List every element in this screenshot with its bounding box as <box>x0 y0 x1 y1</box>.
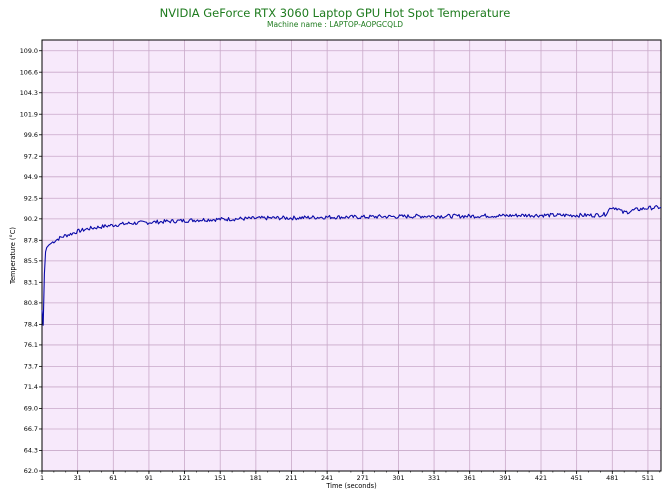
y-tick-label: 109.0 <box>20 47 38 55</box>
y-tick-label: 71.4 <box>24 383 38 391</box>
plot-area <box>42 40 661 471</box>
x-tick-label: 91 <box>145 474 153 482</box>
y-tick-label: 66.7 <box>24 425 38 433</box>
y-tick-label: 104.3 <box>20 89 38 97</box>
y-tick-label: 94.9 <box>24 173 38 181</box>
y-axis-ticks: 62.0 64.3 66.7 69.0 71.4 73.7 76.1 78.4 80.8 83.1… <box>20 47 42 475</box>
series-group <box>41 205 662 326</box>
x-tick-label: 301 <box>392 474 404 482</box>
x-axis-ticks: 1 31 61 91 121 151 181 211 241 271 301 331 361 391 421… <box>40 471 661 482</box>
plot-border <box>41 39 662 472</box>
series-line <box>41 205 662 326</box>
chart-subtitle: Machine name : LAPTOP-AOPGCQLD <box>266 20 404 29</box>
x-tick-label: 61 <box>109 474 117 482</box>
y-tick-label: 62.0 <box>24 467 38 475</box>
y-tick-label: 106.6 <box>20 68 38 76</box>
y-tick-label: 80.8 <box>24 299 38 307</box>
x-tick-label: 481 <box>606 474 618 482</box>
x-tick-label: 391 <box>499 474 511 482</box>
x-axis-label: Time (seconds) <box>325 482 376 490</box>
y-tick-label: 76.1 <box>24 341 38 349</box>
x-tick-label: 1 <box>40 474 44 482</box>
x-tick-label: 31 <box>74 474 82 482</box>
y-tick-label: 78.4 <box>24 321 38 329</box>
y-tick-label: 90.2 <box>24 215 38 223</box>
x-tick-label: 361 <box>464 474 476 482</box>
x-tick-label: 211 <box>285 474 297 482</box>
x-tick-label: 181 <box>250 474 262 482</box>
y-tick-label: 73.7 <box>24 363 38 371</box>
y-tick-label: 69.0 <box>24 405 38 413</box>
y-tick-label: 83.1 <box>24 279 38 287</box>
x-tick-label: 121 <box>178 474 190 482</box>
axes <box>41 39 662 472</box>
x-tick-label: 451 <box>571 474 583 482</box>
x-tick-label: 151 <box>214 474 226 482</box>
x-tick-label: 241 <box>321 474 333 482</box>
y-tick-label: 92.5 <box>24 194 38 202</box>
x-tick-label: 271 <box>357 474 369 482</box>
y-tick-label: 85.5 <box>24 257 38 265</box>
y-tick-label: 64.3 <box>24 447 38 455</box>
x-tick-label: 331 <box>428 474 440 482</box>
y-axis-label: Temperature (°C) <box>9 227 17 285</box>
x-tick-label: 511 <box>642 474 654 482</box>
x-tick-label: 421 <box>535 474 547 482</box>
y-tick-label: 87.8 <box>24 236 38 244</box>
y-tick-label: 101.9 <box>20 110 38 118</box>
grid-lines <box>41 40 661 472</box>
chart-title: NVIDIA GeForce RTX 3060 Laptop GPU Hot S… <box>159 6 511 20</box>
y-tick-label: 97.2 <box>24 152 38 160</box>
y-tick-label: 99.6 <box>24 131 38 139</box>
